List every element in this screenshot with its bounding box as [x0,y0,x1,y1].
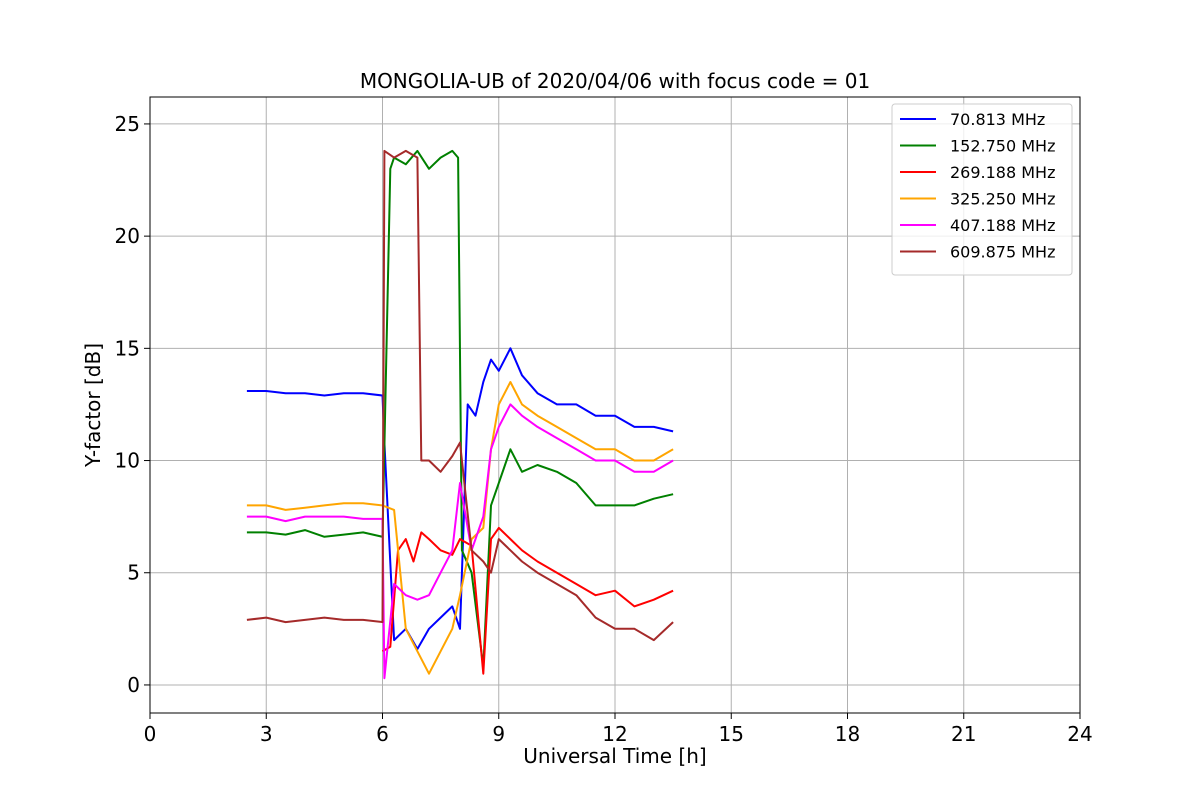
series-line-0 [246,347,674,650]
legend-label: 609.875 MHz [950,243,1055,262]
series-line-4 [246,403,674,680]
series-line-2 [382,526,674,675]
x-tick-label: 3 [260,722,273,746]
y-ticks: 0 5 10 15 20 25 [115,112,150,697]
legend-label: 70.813 MHz [950,110,1045,129]
legend-label: 269.188 MHz [950,163,1055,182]
x-tick-label: 24 [1067,722,1092,746]
chart-title: MONGOLIA-UB of 2020/04/06 with focus cod… [360,69,870,93]
x-tick-label: 6 [376,722,389,746]
y-tick-label: 0 [127,673,140,697]
y-tick-label: 25 [115,112,140,136]
y-axis-label: Y-factor [dB] [81,343,105,468]
x-ticks: 0 3 6 9 12 15 18 21 24 [144,713,1093,746]
series-line-3 [246,381,674,675]
x-axis-label: Universal Time [h] [523,744,706,768]
y-tick-label: 10 [115,449,140,473]
y-tick-label: 5 [127,561,140,585]
x-tick-label: 21 [951,722,976,746]
x-tick-label: 18 [835,722,860,746]
series-layer [246,149,674,680]
x-tick-label: 9 [492,722,505,746]
legend: 70.813 MHz 152.750 MHz 269.188 MHz 325.250 … [891,103,1073,276]
y-tick-label: 15 [115,336,140,360]
y-tick-label: 20 [115,224,140,248]
legend-box [891,103,1073,276]
legend-label: 407.188 MHz [950,216,1055,235]
legend-label: 325.250 MHz [950,190,1055,209]
x-tick-label: 12 [602,722,627,746]
x-tick-label: 15 [719,722,744,746]
legend-label: 152.750 MHz [950,137,1055,156]
series-line-5 [246,149,674,642]
series-line-1 [246,149,674,668]
x-tick-label: 0 [144,722,157,746]
